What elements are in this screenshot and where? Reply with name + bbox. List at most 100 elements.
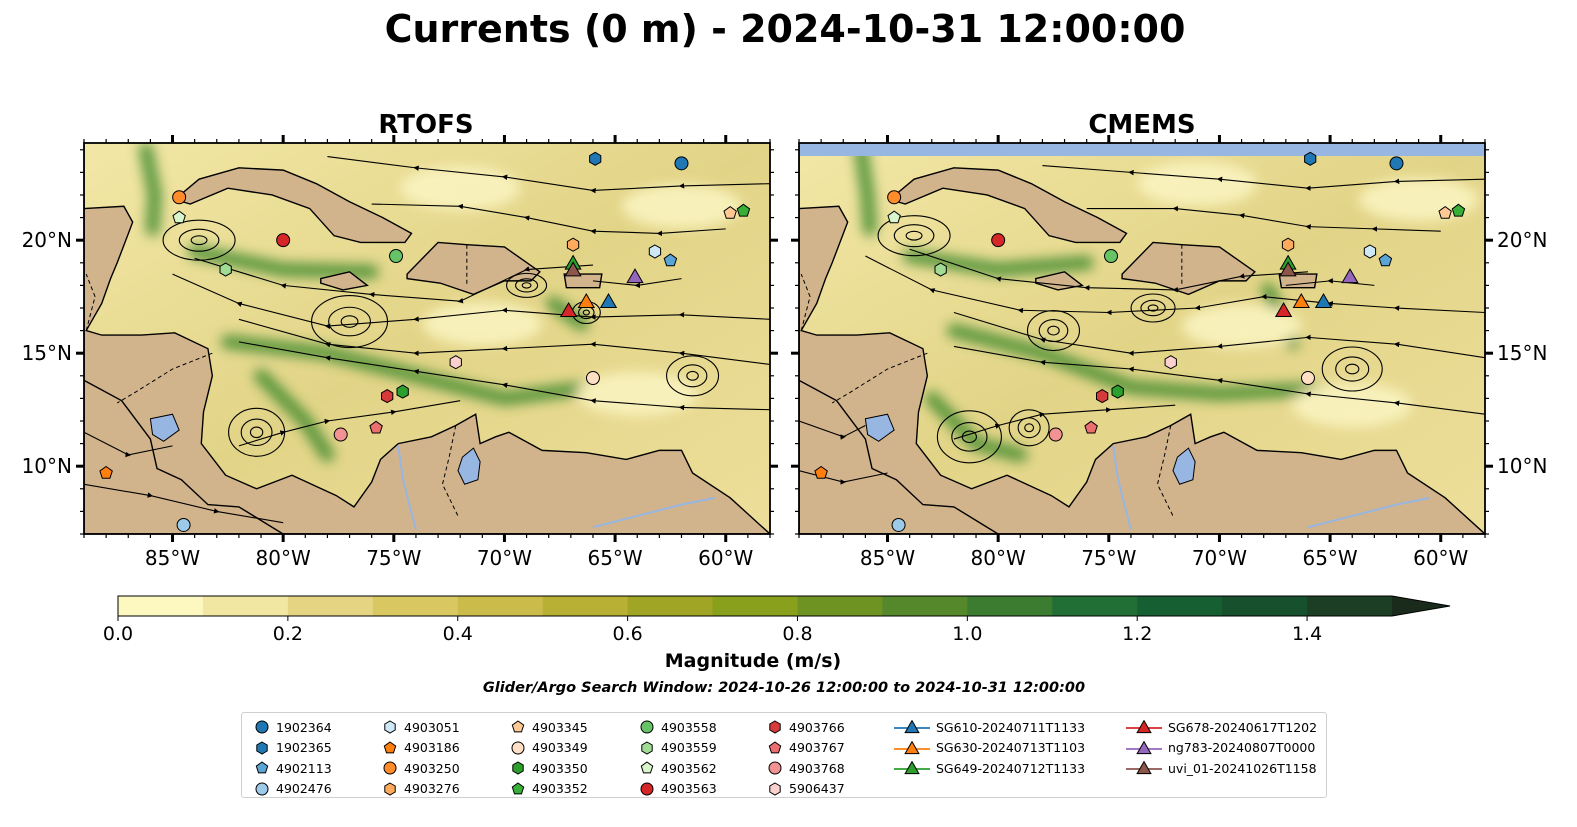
legend-marker	[1126, 740, 1162, 754]
colorbar-segment	[1137, 596, 1223, 616]
colorbar-segment	[712, 596, 798, 616]
legend-item: 1902365	[254, 738, 332, 759]
legend-marker	[384, 720, 396, 734]
legend-column: 1902364 1902365 4902113 4902476	[254, 717, 332, 799]
legend-label: 5906437	[789, 781, 845, 797]
legend-marker-4903352	[511, 782, 525, 795]
glider-uvi_01-20241026T1158	[1279, 261, 1297, 277]
legend-label: SG678-20240617T1202	[1168, 719, 1318, 735]
legend-marker-4903350	[512, 761, 524, 775]
legend-marker	[894, 760, 930, 775]
map-panel-cmems: 85°W 80°W 75°W 70°W 65°W 60°W 20°N 15°N 10°N	[791, 135, 1547, 570]
colorbar-tick-label: 0.6	[612, 623, 642, 645]
colorbar-segment	[202, 596, 289, 616]
float-4903186	[99, 465, 113, 479]
glider-ng783-20240807T0000	[1341, 268, 1359, 284]
float-4903563	[276, 233, 291, 248]
colorbar-segment	[1222, 596, 1308, 616]
glider-SG630-20240713T1103	[577, 293, 595, 308]
legend-label: 4903352	[532, 781, 588, 797]
legend-column: 4903345 4903349 4903350 4903352	[510, 717, 588, 799]
legend: 1902364 1902365 4902113 4902476 4903051 49031…	[241, 712, 1327, 798]
colorbar-segment	[1307, 596, 1393, 616]
legend-marker-4903349	[511, 741, 525, 755]
float-4902113	[1378, 253, 1393, 267]
legend-marker-4903559	[641, 741, 653, 755]
glider-SG610-20240711T1133	[1314, 293, 1333, 308]
colorbar-segment	[967, 596, 1053, 616]
legend-marker-4903562	[640, 761, 654, 774]
legend-column: 4903051 4903186 4903250 4903276	[382, 717, 460, 799]
glider-SG678-20240617T1202	[1274, 302, 1293, 317]
legend-marker	[511, 782, 525, 795]
float-4903051	[648, 244, 662, 259]
legend-item: 4903345	[510, 717, 588, 738]
legend-label: 4902476	[276, 781, 332, 797]
float-4903766	[381, 389, 394, 404]
colorbar-segment	[457, 596, 544, 616]
colorbar: 0.0 0.2 0.4 0.6 0.8 1.0 1.2 1.4	[103, 595, 1451, 645]
float-4903186	[814, 465, 828, 479]
legend-marker-SG630-20240713T1103	[904, 740, 920, 754]
legend-label: 4903563	[661, 781, 717, 797]
legend-label: SG649-20240712T1133	[936, 760, 1086, 776]
legend-marker-4903767	[768, 741, 782, 754]
legend-label: 4902113	[276, 760, 332, 776]
legend-column: 4903558 4903559 4903562 4903563	[639, 717, 717, 799]
float-4903562	[172, 210, 186, 224]
legend-label: 4903350	[532, 760, 588, 776]
legend-marker-4903563	[640, 782, 654, 796]
legend-item: SG630-20240713T1103	[894, 738, 1085, 759]
legend-item: 4903250	[382, 758, 460, 779]
legend-marker-1902364	[255, 720, 269, 734]
streamlines	[799, 165, 1485, 485]
legend-marker	[768, 741, 782, 754]
legend-label: 4903558	[661, 719, 717, 735]
float-5906437	[449, 355, 462, 370]
legend-item: 4903186	[382, 738, 460, 759]
legend-marker-4903051	[384, 720, 396, 734]
float-4903559	[219, 262, 232, 277]
float-4903558	[389, 249, 404, 264]
legend-marker	[255, 761, 269, 774]
xtick-label: 75°W	[1081, 546, 1136, 570]
colorbar-tick-label: 1.2	[1122, 623, 1152, 645]
legend-label: 1902365	[276, 740, 332, 756]
float-4903767	[369, 420, 383, 434]
legend-label: 4903186	[404, 740, 460, 756]
colorbar-segment	[372, 596, 459, 616]
xtick-label: 80°W	[256, 546, 311, 570]
float-4903345	[723, 205, 737, 219]
legend-marker-1902365	[256, 741, 268, 755]
colorbar-extend-arrow	[1392, 596, 1450, 616]
legend-marker	[384, 782, 396, 796]
glider-ng783-20240807T0000	[626, 268, 644, 284]
legend-marker-5906437	[769, 782, 781, 796]
colorbar-tick-label: 0.4	[443, 623, 473, 645]
legend-item: 4903051	[382, 717, 460, 738]
legend-label: 4903345	[532, 719, 588, 735]
xtick-label: 70°W	[477, 546, 532, 570]
legend-item: ng783-20240807T0000	[1126, 738, 1317, 759]
legend-item: SG610-20240711T1133	[894, 717, 1085, 738]
streamlines	[84, 156, 770, 524]
float-4903766	[1096, 389, 1109, 404]
legend-marker	[383, 761, 397, 775]
float-4903349	[1300, 371, 1315, 386]
ytick-label: 15°N	[1497, 341, 1547, 365]
legend-item: 5906437	[767, 779, 845, 800]
colorbar-segment	[287, 596, 374, 616]
legend-marker	[894, 740, 930, 754]
legend-marker	[255, 720, 269, 734]
float-4903349	[585, 371, 600, 386]
float-4903352	[736, 203, 751, 217]
float-4903276	[1281, 237, 1295, 252]
colorbar-tick-label: 1.0	[952, 623, 982, 645]
float-4902476	[176, 517, 191, 532]
colorbar-segment	[1052, 596, 1138, 616]
legend-item: 4903563	[639, 779, 717, 800]
legend-marker-4903345	[511, 720, 525, 733]
legend-label: 4903349	[532, 740, 588, 756]
float-1902364	[674, 156, 689, 171]
legend-label: SG610-20240711T1133	[936, 719, 1086, 735]
